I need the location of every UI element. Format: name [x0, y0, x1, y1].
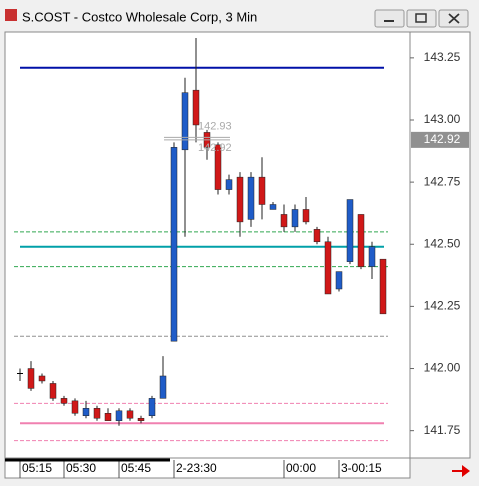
candle-body [38, 375, 46, 382]
candle-body [71, 400, 79, 414]
candle-body [104, 413, 112, 421]
y-tick-label: 143.00 [424, 112, 461, 126]
x-tick-label: 00:00 [286, 461, 316, 475]
last-price-box [411, 131, 469, 148]
candle-body [115, 410, 123, 421]
candle-body [236, 176, 244, 223]
x-tick-label: 2-23:30 [176, 461, 217, 475]
window-title: S.COST - Costco Wholesale Corp, 3 Min [22, 9, 257, 24]
time-axis [4, 457, 411, 479]
maximize-button[interactable] [406, 9, 437, 28]
annotation-label: 142.92 [198, 142, 232, 154]
candle-body [148, 398, 156, 416]
window-buttons [374, 9, 469, 28]
candle-body [313, 229, 321, 243]
candle-body [379, 258, 387, 315]
candle-body [258, 176, 266, 205]
y-tick-label: 143.25 [424, 50, 461, 64]
candle-body [225, 179, 233, 190]
y-tick-label: 142.75 [424, 174, 461, 188]
x-tick-label: 3-00:15 [341, 461, 382, 475]
annotation-label: 142.93 [198, 120, 232, 132]
close-icon [448, 13, 460, 24]
candle-body [82, 408, 90, 416]
candle-body [280, 214, 288, 228]
y-tick-label: 142.50 [424, 236, 461, 250]
y-tick-label: 142.25 [424, 299, 461, 313]
plot-area [4, 31, 411, 459]
y-tick-label: 142.00 [424, 361, 461, 375]
candle-body [126, 410, 134, 419]
candle-body [368, 246, 376, 267]
candle-body [192, 89, 200, 126]
x-tick-label: 05:15 [22, 461, 52, 475]
candle-body [291, 209, 299, 228]
candle-body [60, 398, 68, 404]
candle-body [357, 214, 365, 267]
app-icon [5, 9, 17, 21]
candle-body [324, 241, 332, 295]
y-tick-label: 141.75 [424, 423, 461, 437]
candle-body [302, 209, 310, 223]
chart-layer: 141.75 142.00 142.25 142.50 142.75 143.00 143.… [5, 37, 469, 478]
minimize-button[interactable] [374, 9, 405, 28]
candle-body [214, 144, 222, 190]
candle-body [137, 417, 145, 421]
scroll-arrow[interactable] [452, 465, 470, 477]
maximize-icon [415, 13, 427, 23]
candle-body [170, 147, 178, 342]
last-price-label: 142.92 [424, 132, 461, 146]
candle-body [269, 204, 277, 210]
candle-body [49, 383, 57, 399]
x-tick-label: 05:30 [66, 461, 96, 475]
candle-body [159, 375, 167, 399]
price-axis [409, 31, 471, 459]
candle-body [247, 176, 255, 220]
x-tick-label: 05:45 [121, 461, 151, 475]
candle-body [181, 92, 189, 151]
candle-body [93, 408, 101, 419]
candle-body [335, 271, 343, 290]
candle-body [27, 368, 35, 389]
candle-body [346, 199, 354, 262]
